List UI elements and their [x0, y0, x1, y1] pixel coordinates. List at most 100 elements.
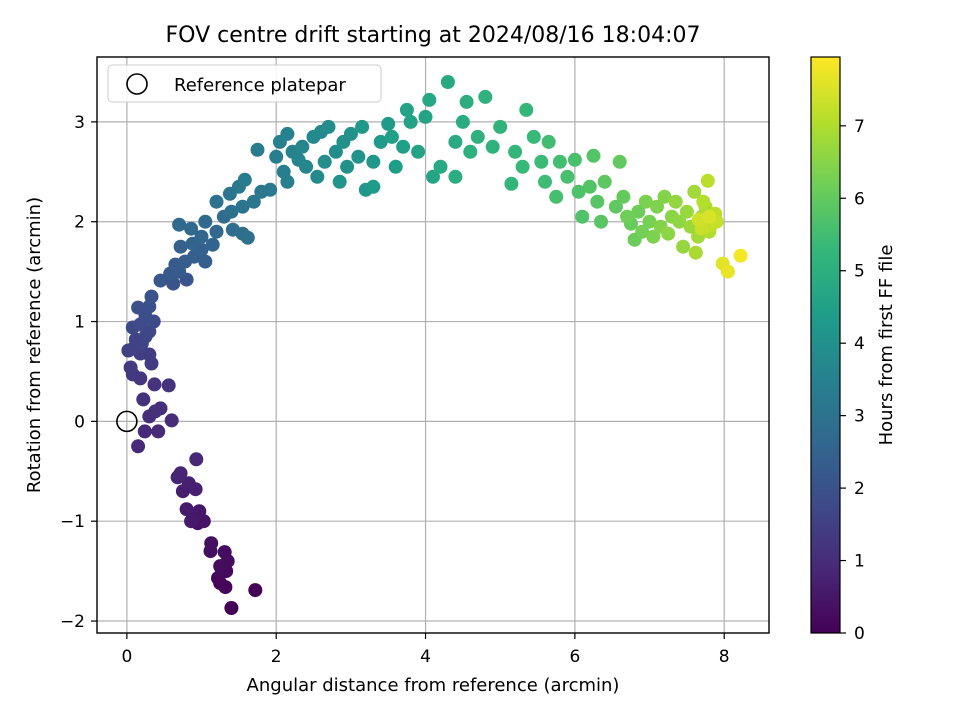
data-point: [575, 209, 590, 224]
data-point: [136, 392, 151, 407]
data-point: [426, 169, 440, 184]
data-point: [650, 199, 664, 214]
y-tick-label: 3: [74, 113, 85, 133]
x-tick-label: 2: [271, 647, 282, 667]
data-point: [399, 102, 414, 117]
data-point: [240, 230, 255, 245]
data-point: [217, 545, 232, 560]
data-point: [317, 154, 332, 169]
data-point: [691, 212, 706, 227]
reference-marker-layer: [116, 410, 138, 433]
data-point: [478, 89, 493, 104]
data-point: [411, 144, 426, 159]
data-point: [594, 214, 608, 229]
data-point: [198, 254, 213, 269]
data-point: [560, 169, 575, 184]
data-point: [164, 413, 179, 428]
y-axis-label: Rotation from reference (arcmin): [24, 197, 45, 493]
data-point: [181, 476, 196, 491]
y-tick-label: −1: [60, 512, 85, 532]
data-point: [340, 159, 355, 174]
data-point: [332, 174, 347, 189]
data-point: [676, 239, 691, 254]
data-point: [485, 139, 500, 154]
chart-title: FOV centre drift starting at 2024/08/16 …: [166, 23, 701, 48]
data-point: [381, 116, 396, 131]
data-point: [198, 214, 213, 229]
plot-frame: [96, 56, 770, 634]
data-point: [519, 102, 534, 117]
data-point: [246, 194, 261, 209]
data-point: [493, 119, 508, 134]
data-point: [295, 139, 310, 154]
data-point: [161, 378, 176, 393]
data-point: [504, 176, 519, 191]
colorbar-tick-label: 7: [854, 117, 865, 137]
data-point: [448, 134, 463, 149]
data-point: [552, 154, 567, 169]
data-point: [343, 126, 358, 141]
data-point: [541, 134, 556, 149]
data-point: [635, 224, 650, 239]
data-point: [263, 182, 278, 197]
data-point: [189, 452, 204, 467]
data-point: [184, 514, 199, 529]
colorbar-ticks: 0 1 2 3 4 5 6 7: [840, 117, 865, 644]
colorbar: [810, 56, 841, 634]
legend: Reference platepar: [107, 64, 382, 103]
data-point: [209, 194, 224, 209]
data-point: [213, 559, 228, 574]
data-point: [470, 129, 485, 144]
data-point: [366, 179, 381, 194]
colorbar-tick-label: 5: [854, 262, 865, 282]
data-point: [131, 300, 146, 315]
data-point: [657, 189, 672, 204]
data-point: [571, 184, 586, 199]
data-point: [463, 144, 478, 159]
data-point: [549, 189, 564, 204]
data-point: [403, 114, 418, 129]
data-point: [144, 289, 159, 304]
data-point: [173, 466, 188, 481]
data-point: [366, 154, 381, 169]
data-point: [205, 237, 220, 252]
y-tick-label: 1: [74, 313, 85, 333]
y-tick-label: −2: [60, 612, 85, 632]
data-point: [250, 142, 265, 157]
data-point: [321, 119, 336, 134]
y-tick-label: 2: [74, 213, 85, 233]
data-point: [209, 224, 224, 239]
data-point: [123, 360, 138, 375]
data-point: [280, 126, 295, 141]
x-tick-label: 4: [420, 647, 431, 667]
data-point: [538, 174, 552, 189]
data-point: [147, 377, 162, 392]
data-point: [720, 264, 735, 279]
colorbar-tick-label: 0: [854, 624, 865, 644]
data-point: [194, 229, 209, 244]
data-point: [280, 174, 295, 189]
data-point: [418, 109, 433, 124]
data-point: [440, 75, 455, 89]
x-tick-label: 6: [569, 647, 580, 667]
data-point: [151, 424, 166, 439]
data-point: [597, 174, 612, 189]
data-point: [373, 134, 388, 149]
data-point: [459, 94, 474, 109]
colorbar-tick-label: 2: [854, 479, 865, 499]
y-tick-label: 0: [74, 412, 85, 432]
x-tick-label: 0: [121, 647, 132, 667]
data-point: [299, 159, 314, 174]
data-point: [616, 189, 631, 204]
data-point: [582, 179, 597, 194]
data-point: [153, 401, 168, 416]
x-axis-ticks: 0 2 4 6 8: [121, 633, 730, 667]
data-point: [131, 439, 146, 454]
data-point: [422, 92, 437, 107]
data-point: [248, 583, 263, 598]
data-point: [700, 173, 715, 188]
data-point: [590, 194, 605, 209]
data-point: [661, 226, 676, 241]
data-point: [448, 169, 463, 184]
y-axis-ticks: −2 −1 0 1 2 3: [60, 113, 97, 632]
